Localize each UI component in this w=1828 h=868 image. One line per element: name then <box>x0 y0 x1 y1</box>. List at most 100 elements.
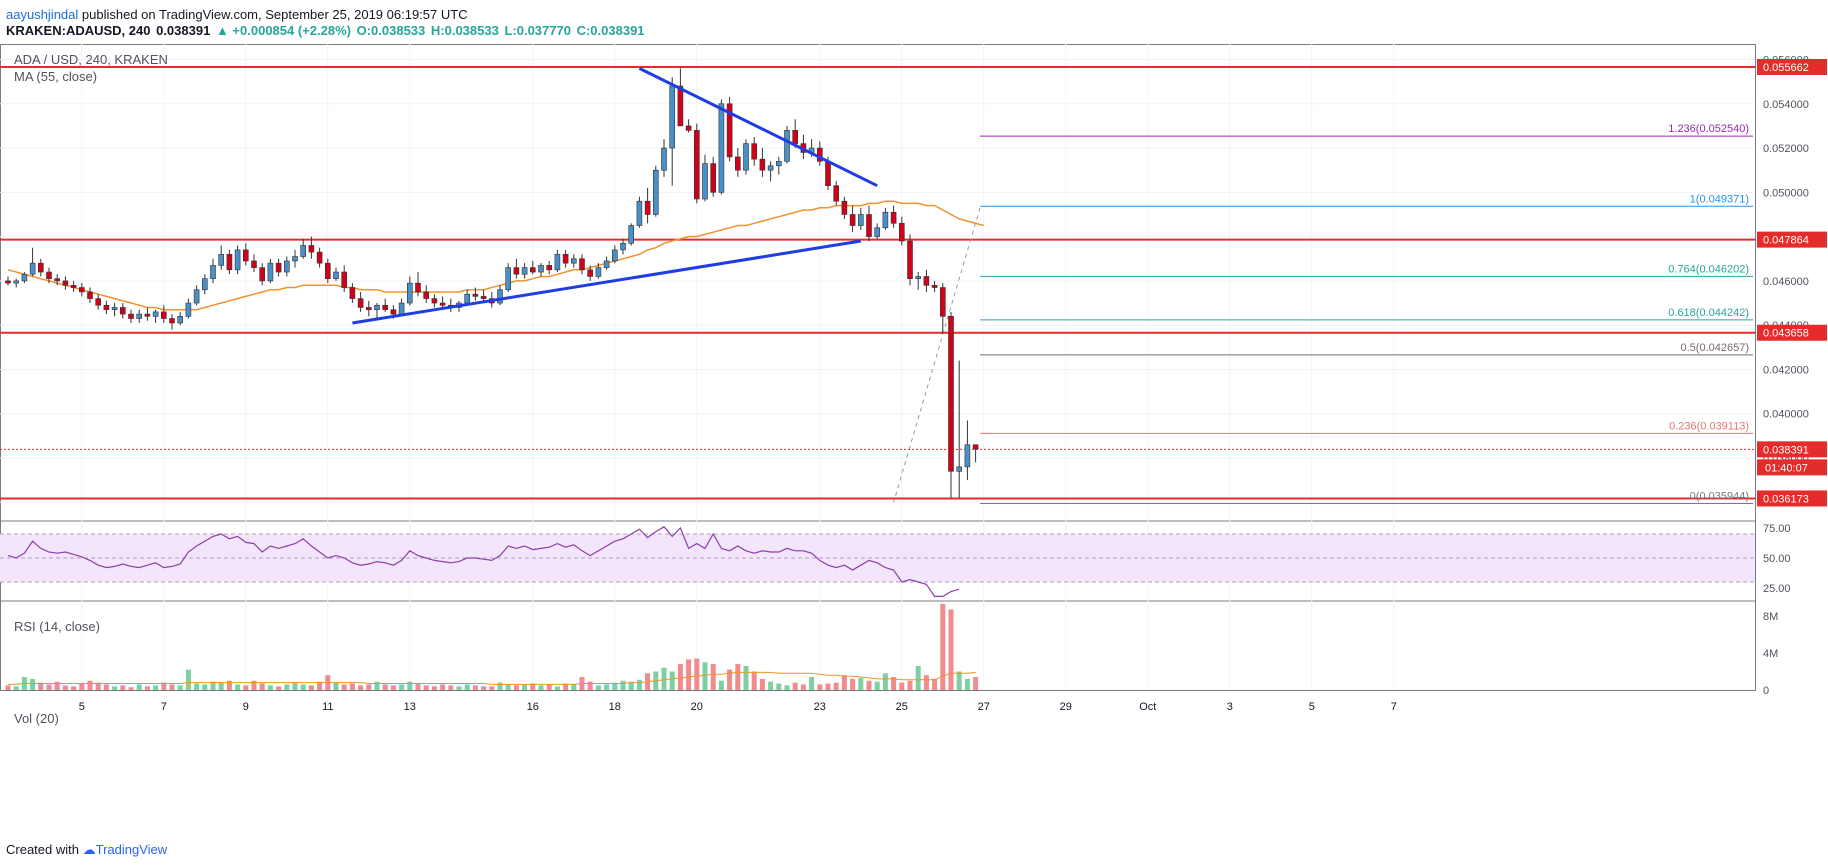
candle-body <box>857 214 864 226</box>
time-tick-label: 13 <box>404 701 416 713</box>
volume-bar <box>415 683 421 690</box>
volume-bar <box>440 684 446 690</box>
candle-body <box>923 276 930 286</box>
last-price-label: 0.038391 <box>1763 444 1809 456</box>
time-tick-label: 20 <box>691 701 703 713</box>
volume-bar <box>481 686 487 690</box>
chart-area[interactable]: 0.0360000.0380000.0400000.0420000.044000… <box>0 44 1828 834</box>
rsi-line <box>7 526 960 597</box>
volume-bar <box>46 684 52 690</box>
volume-bar <box>595 685 601 690</box>
candle <box>29 247 36 277</box>
candle <box>948 311 954 498</box>
volume-bar <box>825 683 831 690</box>
volume-bar <box>710 664 716 690</box>
candle <box>939 283 946 335</box>
volume-bar <box>169 684 175 690</box>
volume-bar <box>866 680 872 690</box>
price-tick-label: 0.054000 <box>1763 99 1809 111</box>
trendline <box>352 239 862 325</box>
time-tick-label: 7 <box>1391 701 1397 713</box>
candle-body <box>283 260 290 273</box>
candle <box>62 276 69 290</box>
vol-legend: Vol (20) <box>14 711 59 726</box>
candle <box>636 196 643 228</box>
candle-body <box>890 211 897 224</box>
candle-body <box>308 245 315 253</box>
volume-bar <box>973 677 979 690</box>
volume-tick-label: 8M <box>1763 611 1778 623</box>
candle-body <box>726 103 733 158</box>
candle-body <box>177 316 183 324</box>
time-tick-label: 5 <box>1309 701 1315 713</box>
price-tick-label: 0.040000 <box>1763 409 1809 421</box>
candle-body <box>234 249 241 271</box>
candle-body <box>226 254 233 271</box>
footer-text: Created with <box>6 842 79 857</box>
candle-body <box>538 265 544 273</box>
candle <box>595 263 602 279</box>
candle <box>193 285 200 306</box>
candle <box>79 283 85 297</box>
candle <box>587 265 594 281</box>
candle <box>333 267 339 281</box>
volume-bar <box>423 685 429 690</box>
price-tick-label: 0.046000 <box>1763 276 1809 288</box>
candle <box>349 283 356 304</box>
candle <box>120 303 126 319</box>
candle <box>570 254 577 268</box>
candle-body <box>275 262 282 273</box>
time-tick-label: 3 <box>1227 701 1233 713</box>
footer-brand[interactable]: TradingView <box>95 842 168 857</box>
volume-bar <box>923 675 929 690</box>
volume-bar <box>399 684 405 690</box>
candle <box>882 207 889 230</box>
candle-body <box>579 258 585 271</box>
candle-body <box>882 211 889 229</box>
volume-ma-line <box>8 671 976 685</box>
candle-body <box>603 260 610 268</box>
level-price-label: 0.055662 <box>1763 62 1809 74</box>
candle <box>292 249 298 268</box>
candle-body <box>841 200 848 215</box>
volume-bar <box>546 684 552 690</box>
volume-bar <box>940 603 946 690</box>
candle-body <box>357 298 364 308</box>
volume-bar <box>112 686 118 690</box>
volume-bar <box>341 684 347 690</box>
candle <box>251 254 257 273</box>
countdown-label: 01:40:07 <box>1765 462 1808 474</box>
volume-bar <box>358 685 364 690</box>
time-tick-label: 27 <box>978 701 990 713</box>
countdown-box <box>1757 459 1827 476</box>
last-price-box <box>1757 441 1827 458</box>
rsi-tick-label: 50.00 <box>1763 553 1791 565</box>
volume-bar <box>54 681 60 690</box>
volume-bar <box>964 678 970 690</box>
volume-bar <box>759 678 765 690</box>
candle <box>849 205 856 233</box>
candle-body <box>948 316 954 472</box>
volume-bar <box>95 682 101 690</box>
volume-bar <box>563 683 569 690</box>
candle-body <box>292 256 298 262</box>
candle-body <box>103 304 110 310</box>
candle-body <box>382 304 389 310</box>
candle <box>603 256 610 270</box>
author-link[interactable]: aayushjindal <box>6 7 79 22</box>
candle-body <box>79 287 85 293</box>
candle <box>513 258 520 279</box>
candle-body <box>677 85 684 127</box>
volume-bar <box>71 686 77 690</box>
volume-bar <box>874 681 880 690</box>
candle <box>103 300 110 315</box>
chart-svg: 0.0360000.0380000.0400000.0420000.044000… <box>0 44 1827 713</box>
volume-bar <box>144 686 150 690</box>
price-tick-label: 0.052000 <box>1763 143 1809 155</box>
fib-level-label: 0.618(0.044242) <box>1668 307 1749 319</box>
volume-bar <box>497 682 503 690</box>
volume-bar <box>136 684 142 690</box>
candle <box>521 263 528 279</box>
candle-body <box>964 444 971 468</box>
candle-body <box>767 165 774 171</box>
